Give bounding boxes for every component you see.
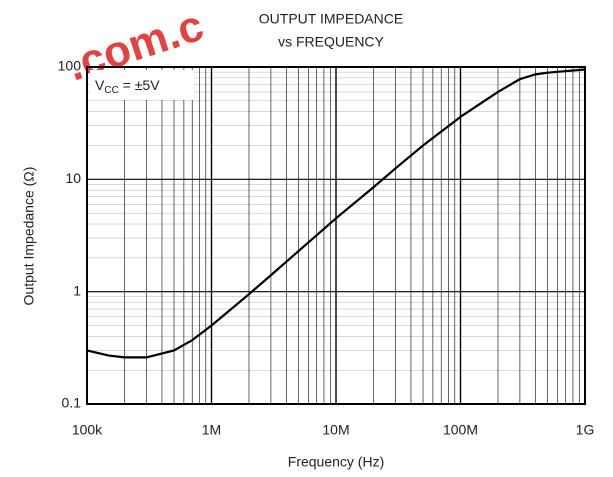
annotation-box [90, 70, 194, 100]
plot-frame [86, 66, 586, 405]
annotation-part: V [95, 77, 105, 93]
y-tick-label: 0.1 [62, 395, 82, 411]
y-tick-label: 1 [73, 282, 81, 298]
y-axis-label: Output Impedance (Ω) [21, 167, 37, 306]
annotation: VCC = ±5V [95, 77, 160, 96]
x-axis-label: Frequency (Hz) [288, 454, 384, 470]
annotation-part: CC [104, 85, 118, 96]
x-tick-label: 10M [322, 422, 349, 438]
chart-title: OUTPUT IMPEDANCE [259, 11, 403, 27]
x-tick-label: 1M [202, 422, 221, 438]
y-tick-label: 10 [65, 170, 81, 186]
y-tick-label: 100 [58, 58, 82, 74]
annotation-part: = ±5V [119, 77, 160, 93]
x-tick-label: 100M [443, 422, 478, 438]
line-series [86, 68, 586, 359]
chart-subtitle: vs FREQUENCY [278, 34, 384, 50]
x-tick-label: 1G [576, 422, 595, 438]
x-tick-label: 100k [72, 422, 103, 438]
